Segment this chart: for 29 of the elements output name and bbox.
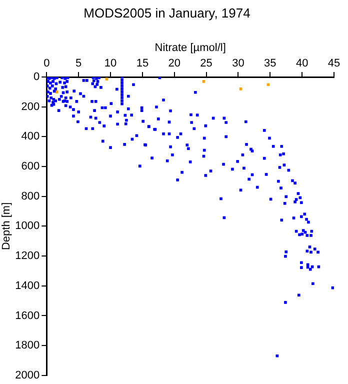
x-axis-title: Nitrate [µmol/l]	[154, 42, 226, 54]
y-tick-label: 400	[21, 130, 40, 143]
y-tick-label: 1200	[15, 250, 40, 262]
y-axis-title: Depth [m]	[0, 202, 13, 250]
y-tick-label: 1600	[15, 310, 40, 322]
x-tick-label: 0	[44, 57, 50, 70]
point	[239, 88, 242, 90]
point	[202, 80, 206, 83]
x-tick-label: 30	[232, 57, 244, 70]
x-tick-label: 40	[296, 57, 308, 70]
x-tick-label: 5	[76, 57, 82, 70]
x-tick-label: 20	[168, 57, 180, 70]
y-tick-label: 200	[21, 100, 40, 113]
point	[55, 90, 58, 94]
point	[266, 83, 270, 86]
x-tick-label: 10	[104, 57, 117, 70]
x-tick-label: 45	[328, 57, 340, 70]
chart-title: MODS2005 in January, 1974	[84, 5, 250, 20]
x-tick-label: 15	[136, 57, 149, 70]
y-tick-label: 2000	[15, 369, 40, 382]
y-tick-label: 1800	[15, 340, 40, 352]
y-tick-label: 800	[21, 190, 40, 202]
y-tick-label: 1000	[15, 220, 40, 232]
y-tick-label: 0	[34, 71, 40, 84]
y-tick-label: 1400	[15, 280, 40, 292]
point	[105, 78, 108, 81]
y-tick-label: 600	[21, 160, 40, 173]
x-tick-label: 35	[264, 57, 276, 70]
x-tick-label: 25	[200, 57, 212, 70]
